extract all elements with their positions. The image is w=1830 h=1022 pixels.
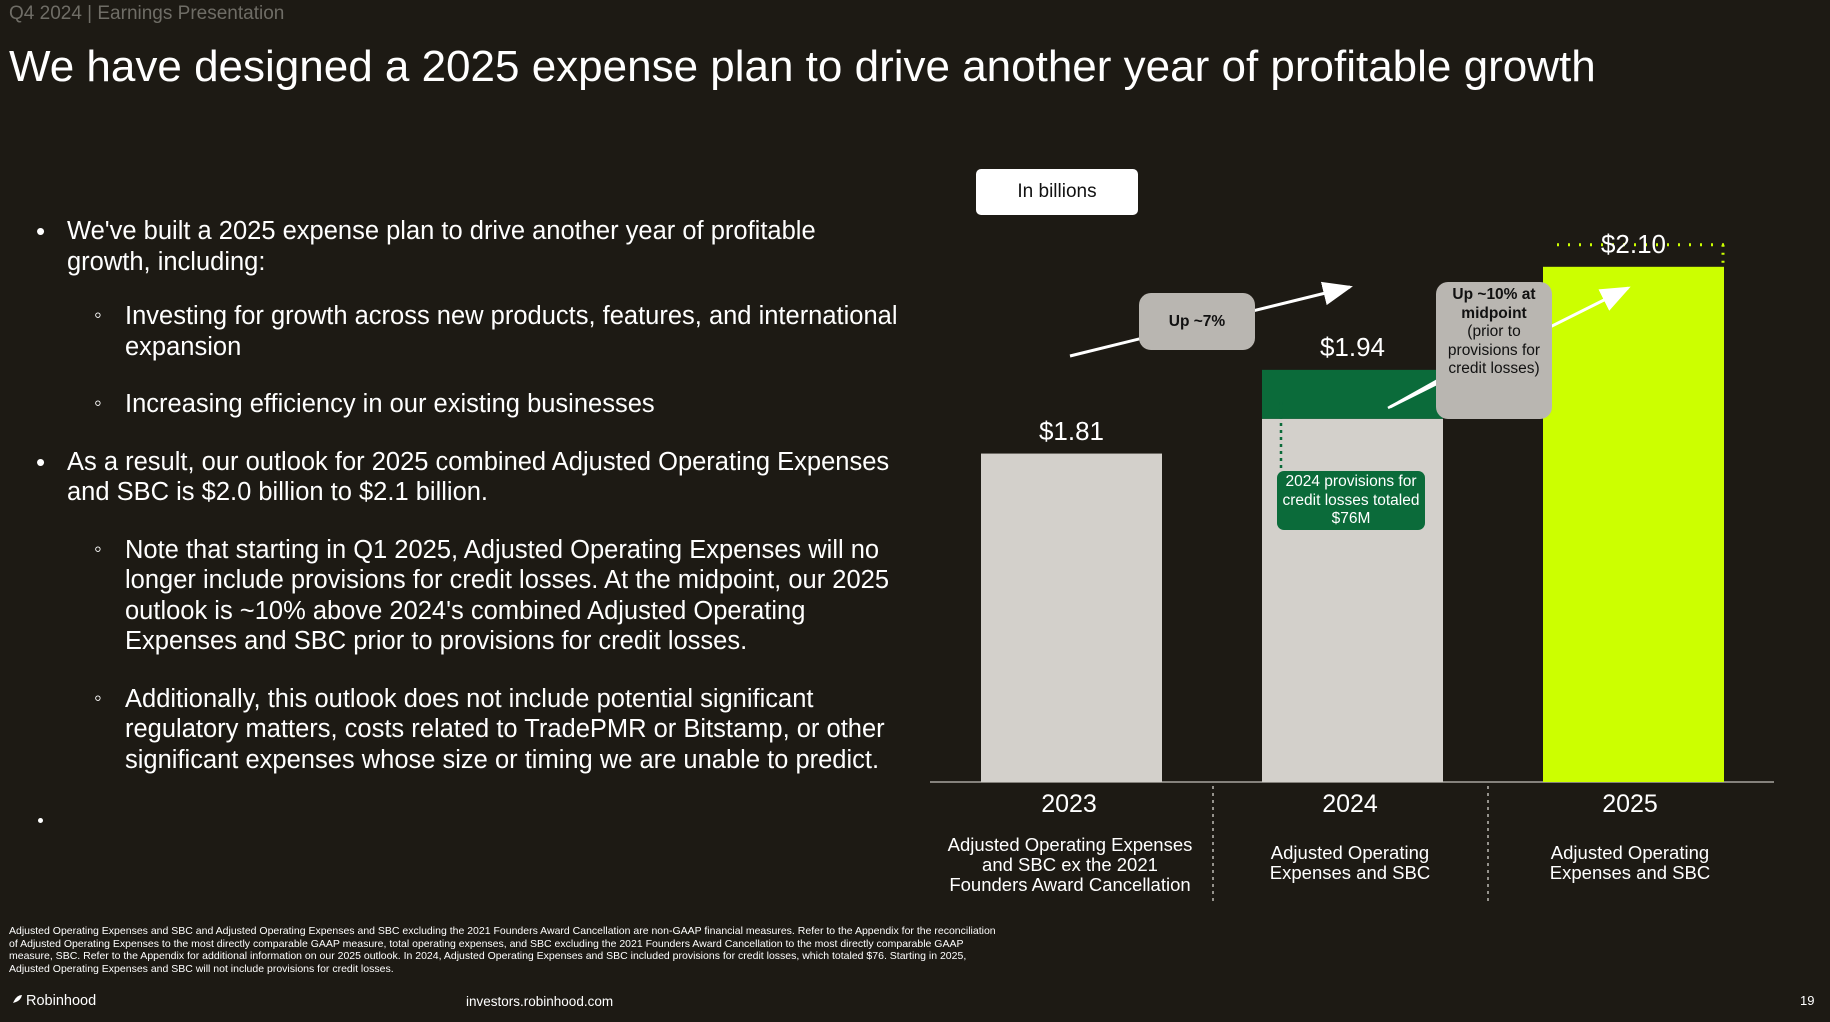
bullet-text: Note that starting in Q1 2025, Adjusted … (125, 535, 890, 656)
bullet-item: • We've built a 2025 expense plan to dri… (34, 216, 904, 277)
bullet-item: ◦ Note that starting in Q1 2025, Adjuste… (34, 535, 904, 657)
bullet-text: As a result, our outlook for 2025 combin… (67, 447, 890, 507)
growth-callout-2024: Up ~7% (1139, 293, 1255, 350)
value-label: $1.94 (1319, 331, 1386, 362)
growth-callout-text: Up ~7% (1168, 313, 1226, 330)
unit-label: In billions (976, 169, 1138, 215)
bullet-marker: ◦ (94, 302, 102, 327)
site-url[interactable]: investors.robinhood.com (466, 994, 614, 1009)
bullet-item: ◦ Additionally, this outlook does not in… (34, 684, 904, 776)
footnote: Adjusted Operating Expenses and SBC and … (9, 925, 996, 975)
category-label: 2023 (1041, 790, 1097, 818)
provisions-note: 2024 provisions for credit losses totale… (1277, 471, 1425, 530)
bullet-text: Investing for growth across new products… (125, 302, 898, 361)
stray-bullet-dot (38, 818, 43, 823)
category-label: 2025 (1602, 790, 1658, 818)
bullet-item: ◦ Increasing efficiency in our existing … (34, 389, 904, 420)
growth-callout-bold: Up ~10% at midpoint (1452, 286, 1536, 322)
brand-name: Robinhood (26, 993, 97, 1009)
bullet-text: Increasing efficiency in our existing bu… (125, 390, 655, 418)
page-number: 19 (1800, 993, 1815, 1008)
bullet-marker: ◦ (94, 684, 102, 710)
category-description: Adjusted Operating Expenses and SBC (1269, 842, 1431, 883)
bullet-item: ◦ Investing for growth across new produc… (34, 301, 904, 362)
growth-callout-2025: Up ~10% at midpoint (prior to provisions… (1436, 282, 1552, 419)
pre-title: Q4 2024 | Earnings Presentation (9, 3, 285, 24)
bullet-marker: ◦ (94, 535, 102, 561)
value-label: $2.10 (1600, 228, 1667, 259)
bar-2023 (981, 453, 1162, 782)
slide-title: We have designed a 2025 expense plan to … (9, 42, 1596, 91)
bullet-item: • As a result, our outlook for 2025 comb… (34, 447, 904, 508)
category-description: Adjusted Operating Expenses and SBC (1549, 842, 1711, 883)
feather-icon (11, 995, 22, 1007)
value-label: $1.81 (1038, 415, 1105, 446)
bullet-marker: • (36, 216, 46, 246)
bullet-marker: ◦ (94, 390, 102, 415)
brand-logo: Robinhood (9, 993, 96, 1009)
bullet-marker: • (36, 446, 46, 477)
bullet-text: Additionally, this outlook does not incl… (125, 684, 885, 774)
bullet-text: We've built a 2025 expense plan to drive… (67, 217, 816, 276)
bar-2025 (1543, 266, 1724, 782)
category-label: 2024 (1322, 790, 1378, 818)
category-description: Adjusted Operating Expenses and SBC ex t… (947, 834, 1193, 895)
growth-callout-note: (prior to provisions for credit losses) (1447, 323, 1541, 377)
bullet-list: • We've built a 2025 expense plan to dri… (34, 216, 904, 775)
